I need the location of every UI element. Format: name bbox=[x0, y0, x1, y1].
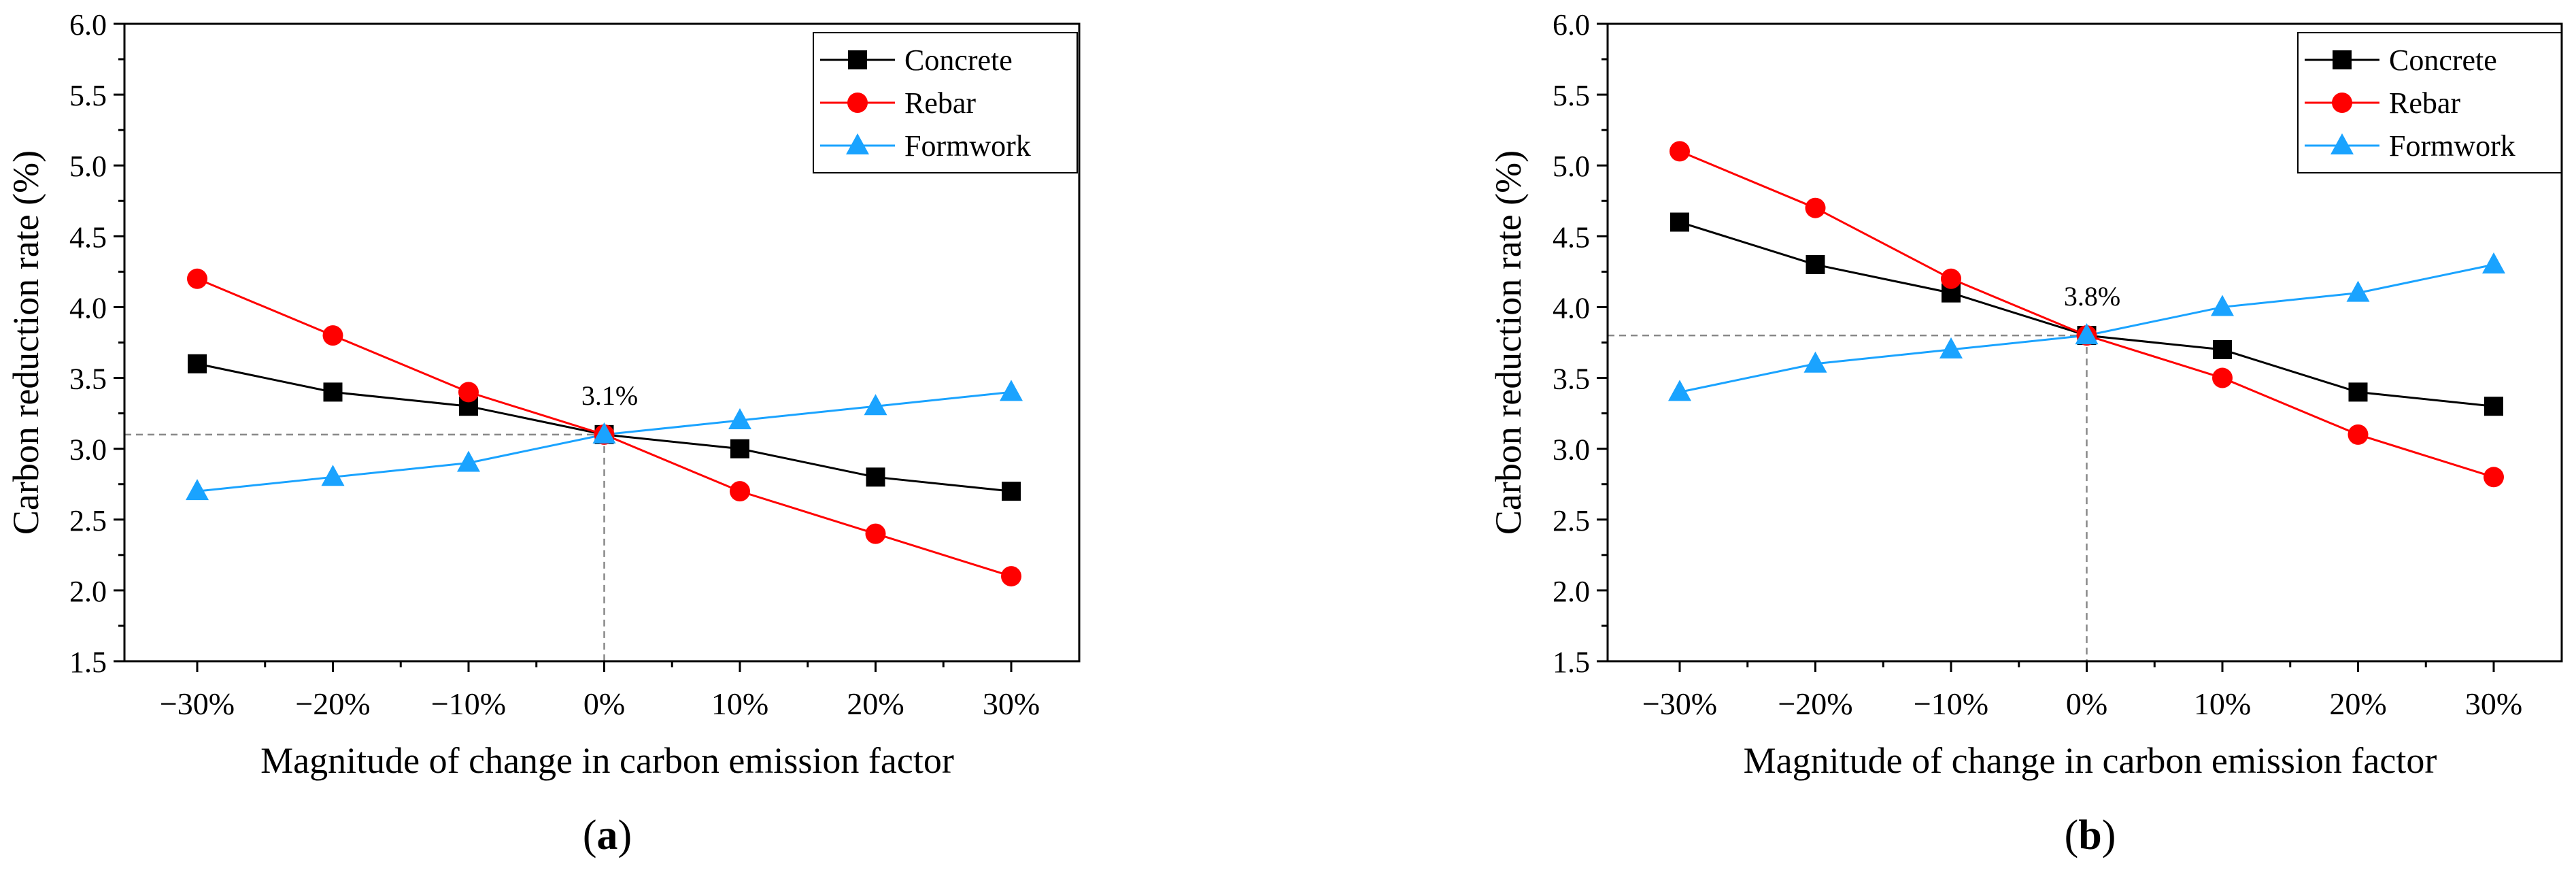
y-tick-label: 4.5 bbox=[69, 220, 107, 254]
y-tick-label: 6.0 bbox=[69, 8, 107, 41]
plot-frame bbox=[1606, 22, 2563, 663]
y-tick-label: 5.0 bbox=[69, 150, 107, 183]
data-point-formwork bbox=[1000, 380, 1023, 401]
data-point-rebar bbox=[2212, 367, 2233, 388]
y-tick-label: 3.5 bbox=[1553, 363, 1590, 396]
data-point-formwork bbox=[864, 394, 887, 416]
reference-value-label: 3.8% bbox=[2064, 281, 2120, 312]
data-point-rebar bbox=[187, 268, 207, 289]
series-line-concrete bbox=[1679, 221, 2494, 407]
x-axis-title: Magnitude of change in carbon emission f… bbox=[260, 740, 954, 781]
data-point-formwork bbox=[2211, 295, 2234, 316]
data-point-rebar bbox=[1670, 141, 1690, 162]
panel-label: (a) bbox=[583, 812, 632, 859]
data-point-rebar bbox=[322, 325, 343, 346]
data-point-rebar bbox=[1001, 566, 1021, 587]
y-tick-label: 2.5 bbox=[1553, 504, 1590, 537]
data-point-rebar bbox=[2348, 424, 2369, 445]
data-point-rebar bbox=[1805, 197, 1826, 218]
x-tick-label: 0% bbox=[2066, 686, 2107, 721]
y-tick-label: 2.0 bbox=[69, 575, 107, 608]
y-tick-label: 5.5 bbox=[1553, 79, 1590, 112]
data-point-concrete bbox=[2348, 382, 2368, 402]
y-tick-label: 4.0 bbox=[1553, 291, 1590, 324]
y-tick-label: 1.5 bbox=[69, 646, 107, 679]
x-tick-label: 0% bbox=[583, 686, 625, 721]
y-tick-label: 4.5 bbox=[1553, 220, 1590, 254]
x-tick-label: −10% bbox=[1914, 686, 1988, 721]
data-point-rebar bbox=[865, 523, 886, 544]
y-tick-label: 6.0 bbox=[1553, 8, 1590, 41]
legend-marker-formwork bbox=[846, 133, 869, 154]
data-point-rebar bbox=[458, 382, 479, 403]
x-tick-label: 20% bbox=[2329, 686, 2386, 721]
y-tick-label: 1.5 bbox=[1553, 646, 1590, 679]
data-point-rebar bbox=[730, 481, 750, 502]
data-point-concrete bbox=[2213, 339, 2232, 359]
legend-label-concrete: Concrete bbox=[904, 44, 1013, 77]
legend-marker-rebar bbox=[2332, 93, 2352, 113]
data-point-rebar bbox=[2484, 467, 2504, 488]
data-point-formwork bbox=[2075, 323, 2099, 345]
data-point-concrete bbox=[1806, 254, 1825, 274]
y-tick-label: 3.0 bbox=[69, 433, 107, 467]
data-point-rebar bbox=[1941, 268, 1961, 289]
chart-panel-a: 1.5 2.0 2.5 3.0 3.5 4.0 4.5 5.0 5.5 6.0 −30% −20% −1… bbox=[5, 8, 1081, 859]
legend-label-formwork: Formwork bbox=[904, 129, 1031, 163]
data-point-concrete bbox=[866, 467, 885, 487]
y-tick-label: 2.0 bbox=[1553, 575, 1590, 608]
data-point-formwork bbox=[1939, 337, 1963, 359]
data-point-concrete bbox=[188, 354, 207, 373]
legend-marker-formwork bbox=[2331, 133, 2354, 154]
panel-label: (b) bbox=[2065, 812, 2116, 859]
y-tick-label: 5.0 bbox=[1553, 150, 1590, 183]
data-point-formwork bbox=[321, 465, 345, 486]
legend-marker-concrete bbox=[2333, 50, 2352, 69]
legend-label-rebar: Rebar bbox=[2389, 86, 2460, 120]
data-point-formwork bbox=[2482, 252, 2505, 273]
y-tick-label: 3.5 bbox=[69, 363, 107, 396]
legend-label-formwork: Formwork bbox=[2389, 129, 2515, 163]
data-point-formwork bbox=[457, 450, 480, 472]
legend-marker-rebar bbox=[847, 93, 868, 113]
y-axis-title: Carbon reduction rate (%) bbox=[1488, 150, 1529, 535]
x-tick-label: 10% bbox=[2194, 686, 2251, 721]
data-point-formwork bbox=[2346, 280, 2370, 302]
reference-value-label: 3.1% bbox=[581, 380, 638, 411]
data-point-concrete bbox=[323, 382, 343, 402]
x-axis-title: Magnitude of change in carbon emission f… bbox=[1744, 740, 2437, 781]
plot-frame bbox=[123, 22, 1081, 663]
data-point-formwork bbox=[186, 479, 209, 501]
data-point-formwork bbox=[592, 422, 616, 444]
y-tick-label: 4.0 bbox=[69, 291, 107, 324]
x-tick-label: 10% bbox=[711, 686, 768, 721]
data-point-concrete bbox=[730, 439, 749, 459]
data-point-formwork bbox=[1803, 351, 1827, 373]
x-tick-label: −30% bbox=[1642, 686, 1717, 721]
x-tick-label: 30% bbox=[2465, 686, 2522, 721]
y-tick-label: 2.5 bbox=[69, 504, 107, 537]
data-point-formwork bbox=[728, 408, 751, 430]
y-axis-title: Carbon reduction rate (%) bbox=[5, 150, 46, 535]
x-tick-label: 30% bbox=[983, 686, 1040, 721]
x-tick-label: −10% bbox=[431, 686, 506, 721]
y-tick-label: 5.5 bbox=[69, 79, 107, 112]
x-tick-label: −20% bbox=[295, 686, 370, 721]
legend-label-rebar: Rebar bbox=[904, 86, 976, 120]
x-tick-label: −20% bbox=[1778, 686, 1852, 721]
data-point-concrete bbox=[1002, 482, 1021, 501]
x-tick-label: −30% bbox=[160, 686, 235, 721]
legend-label-concrete: Concrete bbox=[2389, 44, 2497, 77]
legend-marker-concrete bbox=[848, 50, 867, 69]
data-point-concrete bbox=[1670, 212, 1689, 232]
chart-panel-b: 1.5 2.0 2.5 3.0 3.5 4.0 4.5 5.0 5.5 6.0 −30% −20% −1… bbox=[1488, 8, 2563, 859]
y-tick-label: 3.0 bbox=[1553, 433, 1590, 467]
data-point-concrete bbox=[2484, 397, 2503, 416]
data-point-formwork bbox=[1668, 380, 1691, 401]
x-tick-label: 20% bbox=[847, 686, 904, 721]
